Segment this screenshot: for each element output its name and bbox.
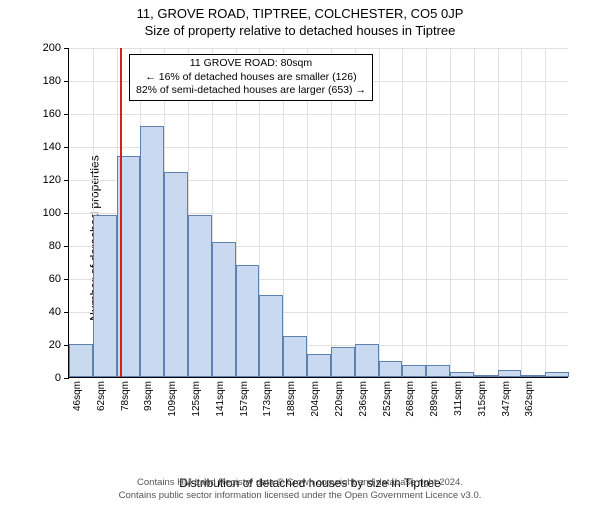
histogram-bar: [450, 372, 474, 377]
gridline-v: [521, 48, 522, 377]
histogram-bar: [355, 344, 379, 377]
histogram-bar: [498, 370, 522, 377]
y-tick: [64, 246, 69, 247]
histogram-bar: [283, 336, 307, 377]
y-tick-label: 180: [43, 75, 61, 87]
footer: Contains HM Land Registry data © Crown c…: [0, 477, 600, 502]
plot-area: 02040608010012014016018020046sqm62sqm78s…: [68, 48, 568, 378]
y-tick: [64, 114, 69, 115]
y-tick: [64, 147, 69, 148]
gridline-v: [402, 48, 403, 377]
gridline-v: [379, 48, 380, 377]
footer-line2: Contains public sector information licen…: [0, 490, 600, 502]
gridline-v: [450, 48, 451, 377]
histogram-bar: [164, 172, 188, 377]
annotation-line1: 11 GROVE ROAD: 80sqm: [136, 57, 366, 71]
gridline-v: [474, 48, 475, 377]
y-tick-label: 80: [49, 240, 61, 252]
x-tick-label: 93sqm: [143, 381, 154, 411]
y-tick: [64, 81, 69, 82]
x-tick-label: 125sqm: [191, 381, 202, 417]
annotation-line2: ← 16% of detached houses are smaller (12…: [136, 71, 366, 85]
y-tick-label: 100: [43, 207, 61, 219]
histogram-bar: [69, 344, 93, 377]
x-tick-label: 347sqm: [501, 381, 512, 417]
x-tick-label: 157sqm: [239, 381, 250, 417]
x-tick-label: 220sqm: [334, 381, 345, 417]
histogram-bar: [140, 126, 164, 377]
page-subtitle: Size of property relative to detached ho…: [0, 23, 600, 38]
y-tick: [64, 279, 69, 280]
x-tick-label: 78sqm: [120, 381, 131, 411]
y-tick-label: 160: [43, 108, 61, 120]
x-tick-label: 268sqm: [405, 381, 416, 417]
histogram-bar: [331, 347, 355, 377]
gridline-h: [69, 48, 568, 49]
x-tick-label: 188sqm: [286, 381, 297, 417]
histogram-bar: [236, 265, 260, 377]
histogram-bar: [212, 242, 236, 377]
histogram-bar: [379, 361, 403, 378]
gridline-v: [545, 48, 546, 377]
x-tick-label: 204sqm: [310, 381, 321, 417]
y-tick-label: 20: [49, 339, 61, 351]
histogram-bar: [545, 372, 569, 377]
y-tick-label: 140: [43, 141, 61, 153]
x-tick-label: 173sqm: [262, 381, 273, 417]
y-tick: [64, 48, 69, 49]
histogram-bar: [259, 295, 283, 378]
page-title: 11, GROVE ROAD, TIPTREE, COLCHESTER, CO5…: [0, 6, 600, 21]
gridline-v: [426, 48, 427, 377]
y-tick: [64, 378, 69, 379]
y-tick-label: 40: [49, 306, 61, 318]
y-tick-label: 120: [43, 174, 61, 186]
chart-container: Number of detached properties 0204060801…: [40, 48, 580, 428]
x-tick-label: 109sqm: [167, 381, 178, 417]
gridline-v: [498, 48, 499, 377]
x-tick-label: 46sqm: [72, 381, 83, 411]
y-tick-label: 200: [43, 42, 61, 54]
x-tick-label: 236sqm: [358, 381, 369, 417]
gridline-h: [69, 114, 568, 115]
histogram-bar: [474, 375, 498, 377]
y-tick-label: 0: [55, 372, 61, 384]
x-tick-label: 141sqm: [215, 381, 226, 417]
histogram-bar: [307, 354, 331, 377]
histogram-bar: [402, 365, 426, 377]
histogram-bar: [521, 375, 545, 377]
histogram-bar: [188, 215, 212, 377]
x-tick-label: 289sqm: [429, 381, 440, 417]
x-tick-label: 62sqm: [96, 381, 107, 411]
footer-line1: Contains HM Land Registry data © Crown c…: [0, 477, 600, 489]
annotation-box: 11 GROVE ROAD: 80sqm ← 16% of detached h…: [129, 54, 373, 101]
y-tick: [64, 180, 69, 181]
marker-line: [120, 48, 122, 377]
histogram-bar: [426, 365, 450, 377]
histogram-bar: [93, 215, 117, 377]
x-tick-label: 315sqm: [477, 381, 488, 417]
y-tick-label: 60: [49, 273, 61, 285]
y-tick: [64, 312, 69, 313]
x-tick-label: 311sqm: [453, 381, 464, 416]
x-tick-label: 362sqm: [524, 381, 535, 417]
y-tick: [64, 213, 69, 214]
x-tick-label: 252sqm: [382, 381, 393, 417]
annotation-line3: 82% of semi-detached houses are larger (…: [136, 84, 366, 98]
